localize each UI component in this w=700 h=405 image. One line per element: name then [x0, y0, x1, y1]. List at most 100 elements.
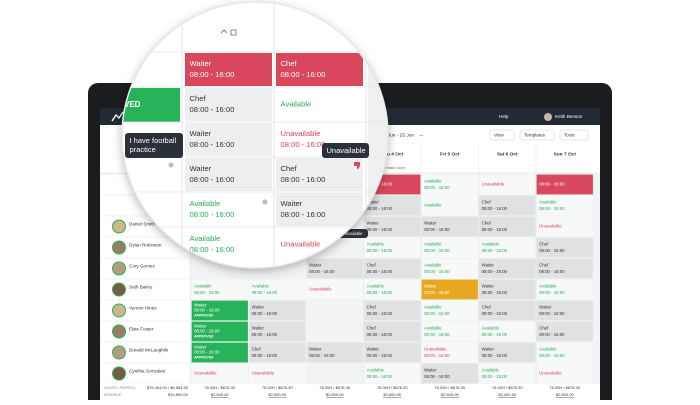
info-icon [168, 162, 174, 168]
cell-role: Available [539, 199, 557, 204]
help-link[interactable]: Help [499, 114, 509, 119]
toolbar-button[interactable] [519, 129, 555, 141]
shift-cell [364, 363, 421, 384]
avatar [112, 282, 126, 297]
shift-cell [479, 300, 536, 321]
cell-role: Chef [281, 59, 298, 68]
cell-role: Unavailable [482, 182, 505, 187]
button-label[interactable]: Templates [524, 133, 546, 138]
cell-time: 08:00 - 16:00 [539, 248, 565, 253]
cell-role: Waiter [367, 199, 380, 204]
toolbar-button[interactable] [489, 129, 515, 141]
avatar [112, 240, 126, 255]
cell-time: 08:00 - 16:00 [539, 353, 565, 358]
user-name[interactable]: Keith Benson [555, 114, 583, 119]
cell-time: 08:00 - 16:00 [424, 227, 450, 232]
cell-role: Chef [482, 199, 492, 204]
cell-time: 08:00 - 16:00 [482, 206, 508, 211]
cell-role: Unavailable [281, 240, 321, 249]
tooltip-text: Unavailable [338, 229, 368, 238]
shift-cell [421, 279, 478, 300]
button-label[interactable]: View [494, 133, 505, 138]
footer-hours: 76.00H / $676.30 [434, 385, 465, 390]
shift-cell [249, 363, 306, 384]
footer-label: HOURS / PAYROLL [104, 386, 136, 390]
shift-cell [185, 123, 272, 156]
cell-time: 08:00 - 16:00 [482, 227, 508, 232]
cell-time: 08:00 - 16:00 [309, 353, 335, 358]
date-range[interactable]: 19 Jun - 25 Jun [381, 132, 414, 138]
cell-role: Unavailable [281, 129, 321, 138]
shift-cell [191, 342, 248, 363]
staff-name[interactable]: Seth Bailey [129, 285, 153, 290]
footer-revenue: $2,500.00 [556, 392, 575, 397]
cell-role: Available [424, 241, 442, 246]
cell-time: 08:00 - 16:00 [539, 311, 565, 316]
day-note: 1 guest in main room [370, 166, 405, 170]
staff-name[interactable]: Dylan Robinson [129, 243, 162, 248]
cell-label: VED [124, 100, 141, 109]
cell-time: 08:00 - 16:00 [424, 290, 450, 295]
cell-role: Unavailable [424, 346, 447, 351]
cell-time: 08:00 - 16:00 [424, 248, 450, 253]
shift-cell [536, 258, 593, 279]
shift-cell [364, 321, 421, 342]
cell-time: 08:00 - 16:00 [252, 311, 278, 316]
cell-role: Available [190, 234, 221, 243]
cell-status: APPROVED [194, 355, 214, 359]
cell-time: 08:00 - 16:00 [281, 175, 326, 184]
cell-role: Waiter [482, 346, 495, 351]
cell-time: 08:00 - 16:00 [367, 353, 393, 358]
shift-cell [249, 321, 306, 342]
footer-total: $19,800.00 [168, 392, 189, 397]
cell-role: Waiter [424, 220, 437, 225]
avatar [112, 219, 126, 234]
shift-cell [421, 195, 478, 216]
staff-name[interactable]: Cynthia Gonzales [129, 369, 166, 374]
cell-time: 08:00 - 16:00 [367, 269, 393, 274]
shift-cell [421, 216, 478, 237]
shift-cell [191, 363, 248, 384]
staff-name[interactable]: Cory Gomez [129, 264, 155, 269]
shift-cell [536, 195, 593, 216]
cell-time: 08:00 - 16:00 [482, 374, 508, 379]
cell-time: 08:00 - 16:00 [281, 140, 326, 149]
cell-time: 08:00 - 16:00 [539, 206, 565, 211]
cell-time: 08:00 - 16:00 [252, 290, 278, 295]
cell-role: Waiter [309, 262, 322, 267]
cell-role: Chef [190, 94, 207, 103]
staff-name[interactable]: Donald McLaughlin [129, 348, 169, 353]
next-arrow[interactable]: → [418, 133, 424, 139]
cell-status: APPROVED [194, 334, 214, 338]
shift-cell [276, 193, 363, 226]
shift-cell [536, 279, 593, 300]
cell-time: 08:00 - 16:00 [424, 311, 450, 316]
cell-time: 08:00 - 16:00 [367, 227, 393, 232]
cell-time: 08:00 - 16:00 [309, 269, 335, 274]
cell-role: Waiter [424, 367, 437, 372]
shift-cell [276, 88, 363, 121]
staff-name[interactable]: Vernon Hines [129, 306, 157, 311]
cell-role: Waiter [252, 325, 265, 330]
shift-cell [536, 174, 593, 195]
footer-hours: 76.00H / $676.30 [492, 385, 523, 390]
button-label[interactable]: Tools [564, 133, 575, 138]
shift-cell [479, 195, 536, 216]
cell-time: 08:00 - 16:00 [424, 332, 450, 337]
cell-role: Available [424, 203, 442, 208]
toolbar-button[interactable] [559, 129, 589, 141]
footer-revenue: $2,500.00 [211, 392, 230, 397]
cell-role: Waiter [281, 199, 303, 208]
footer-hours: 76.00H / $676.30 [377, 385, 408, 390]
shift-cell [364, 342, 421, 363]
cell-time: 08:00 - 16:00 [539, 290, 565, 295]
staff-name[interactable]: Elsie Foster [129, 327, 154, 332]
cell-time: 08:00 - 16:00 [367, 206, 393, 211]
cell-role: Waiter [194, 324, 207, 329]
cell-time: 08:00 - 16:00 [482, 290, 508, 295]
shift-cell [249, 300, 306, 321]
cell-time: 08:00 - 16:00 [482, 332, 508, 337]
staff-name[interactable]: Daniel Smith [129, 222, 155, 227]
shift-cell [364, 258, 421, 279]
